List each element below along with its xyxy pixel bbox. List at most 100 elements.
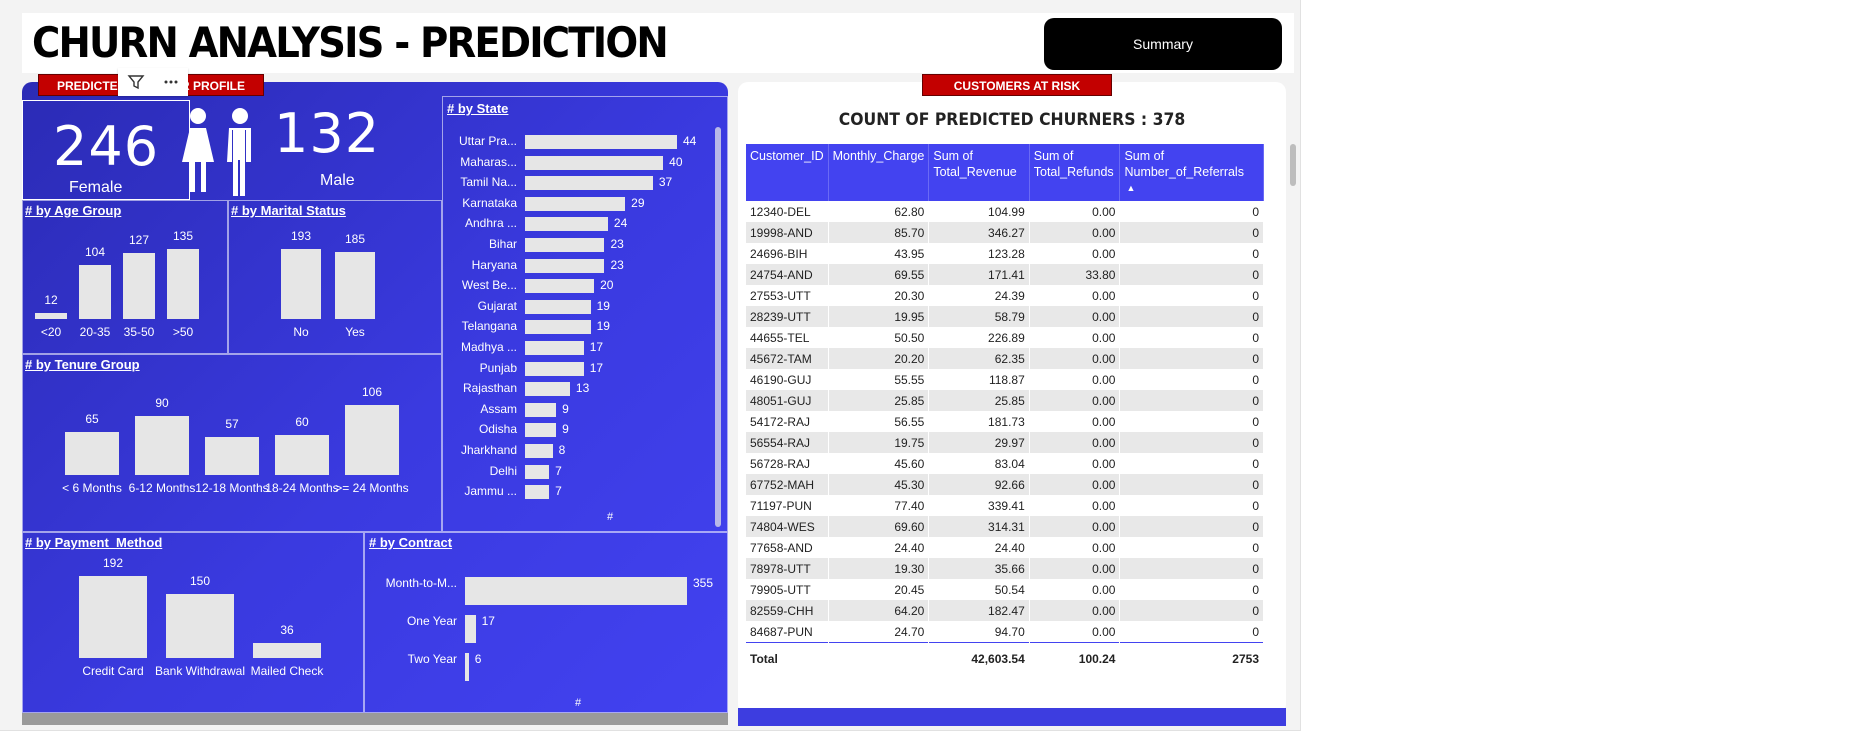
table-header-row: Customer_ID Monthly_Charge Sum of Total_…: [746, 144, 1264, 201]
table-row[interactable]: 79905-UTT 20.45 50.54 0.00 0: [746, 579, 1264, 600]
state-scrollbar[interactable]: [715, 127, 721, 527]
filter-icon[interactable]: [127, 73, 145, 91]
table-cell: 78978-UTT: [746, 558, 829, 579]
table-row[interactable]: 74804-WES 69.60 314.31 0.00 0: [746, 516, 1264, 537]
table-cell: 20.20: [828, 348, 930, 369]
table-cell: 43.95: [828, 243, 930, 264]
data-label: 7: [555, 484, 562, 499]
tick-label: 35-50: [123, 325, 155, 339]
table-cell: 0.00: [1029, 474, 1121, 495]
table-cell: 19998-AND: [746, 222, 829, 243]
table-row[interactable]: 24696-BIH 43.95 123.28 0.00 0: [746, 243, 1264, 264]
table-cell: 29.97: [928, 432, 1030, 453]
table-row[interactable]: 77658-AND 24.40 24.40 0.00 0: [746, 537, 1264, 558]
table-cell: 0.00: [1029, 243, 1121, 264]
column-header[interactable]: Monthly_Charge: [828, 144, 930, 201]
bar: [525, 361, 584, 376]
bar: [275, 435, 329, 475]
gender-female-card[interactable]: 246 Female: [22, 100, 190, 200]
state-chart[interactable]: # by State Uttar Pra... 44 Maharas... 40 Tam…: [442, 96, 728, 532]
table-cell: 0: [1119, 243, 1264, 264]
tenure-group-chart[interactable]: # by Tenure Group 65 < 6 Months 90 6-12 Mon…: [22, 354, 442, 532]
summary-button[interactable]: Summary: [1044, 18, 1282, 70]
tick-label: Tamil Na...: [460, 175, 517, 190]
table-cell: 35.66: [928, 558, 1030, 579]
table-cell: 0.00: [1029, 600, 1121, 621]
table-cell: 0.00: [1029, 285, 1121, 306]
table-row[interactable]: 45672-TAM 20.20 62.35 0.00 0: [746, 348, 1264, 369]
table-row[interactable]: 56554-RAJ 19.75 29.97 0.00 0: [746, 432, 1264, 453]
table-cell: 0: [1119, 306, 1264, 327]
tick-label: Assam: [480, 401, 517, 416]
table-cell: 19.75: [828, 432, 930, 453]
data-label: 90: [155, 395, 169, 410]
bar: [79, 576, 147, 658]
table-row[interactable]: 78978-UTT 19.30 35.66 0.00 0: [746, 558, 1264, 579]
data-label: 185: [344, 231, 366, 246]
data-label: 20: [600, 278, 614, 293]
table-row[interactable]: 44655-TEL 50.50 226.89 0.00 0: [746, 327, 1264, 348]
table-cell: 0.00: [1029, 537, 1121, 558]
table-cell: 0.00: [1029, 327, 1121, 348]
table-cell: 226.89: [928, 327, 1030, 348]
table-cell: 74804-WES: [746, 516, 829, 537]
table-row[interactable]: 19998-AND 85.70 346.27 0.00 0: [746, 222, 1264, 243]
tick-label: Bihar: [488, 237, 517, 251]
table-cell: 0.00: [1029, 579, 1121, 600]
column-header[interactable]: Customer_ID: [746, 144, 829, 201]
state-axis-label: #: [607, 511, 614, 523]
bar: [525, 464, 550, 479]
gender-icons: [182, 108, 251, 196]
table-row[interactable]: 82559-CHH 64.20 182.47 0.00 0: [746, 600, 1264, 621]
table-row[interactable]: 71197-PUN 77.40 339.41 0.00 0: [746, 495, 1264, 516]
table-cell: 0.00: [1029, 390, 1121, 411]
bar: [525, 341, 584, 355]
tick-label: Uttar Pra...: [458, 134, 517, 148]
data-label: 19: [596, 298, 610, 313]
data-label: 17: [589, 340, 604, 354]
table-cell: 28239-UTT: [746, 306, 829, 327]
table-row[interactable]: 27553-UTT 20.30 24.39 0.00 0: [746, 285, 1264, 306]
tick-label: 6-12 Months: [128, 481, 196, 495]
table-scrollbar[interactable]: [1290, 144, 1296, 186]
bar: [525, 238, 605, 252]
table-row[interactable]: 84687-PUN 24.70 94.70 0.00 0: [746, 621, 1264, 643]
bar: [205, 437, 259, 475]
table-row[interactable]: 12340-DEL 62.80 104.99 0.00 0: [746, 201, 1264, 222]
table-row[interactable]: 67752-MAH 45.30 92.66 0.00 0: [746, 474, 1264, 495]
table-row[interactable]: 54172-RAJ 56.55 181.73 0.00 0: [746, 411, 1264, 432]
column-header[interactable]: Sum of Total_Refunds: [1029, 144, 1121, 201]
payment-method-chart[interactable]: # by Payment_Method 192 Credit Card 150 Ban…: [22, 532, 364, 713]
sort-ascending-icon[interactable]: ▲: [1126, 183, 1136, 193]
table-cell: 58.79: [928, 306, 1030, 327]
tick-label: 12-18 Months: [195, 481, 269, 495]
table-row[interactable]: 46190-GUJ 55.55 118.87 0.00 0: [746, 369, 1264, 390]
more-options-icon[interactable]: [162, 73, 180, 91]
column-header-referrals[interactable]: Sum of Number_of_Referrals ▲: [1119, 144, 1264, 201]
total-cell: Total: [746, 642, 829, 671]
age-group-chart[interactable]: # by Age Group 12 <20 104 20-35 127 35-50 135 >…: [22, 200, 228, 354]
contract-chart[interactable]: # by Contract Month-to-M... 355 One Year 17…: [364, 532, 728, 713]
table-cell: 0: [1119, 432, 1264, 453]
data-label: 36: [280, 622, 294, 637]
page-title: CHURN ANALYSIS - PREDICTION: [32, 18, 669, 67]
table-cell: 24696-BIH: [746, 243, 829, 264]
table-row[interactable]: 48051-GUJ 25.85 25.85 0.00 0: [746, 390, 1264, 411]
bar: [525, 135, 677, 149]
tick-label: Bank Withdrawal: [154, 664, 246, 678]
marital-status-chart[interactable]: # by Marital Status 193 No 185 Yes: [228, 200, 442, 354]
column-header[interactable]: Sum of Total_Revenue: [928, 144, 1030, 201]
data-label: 12: [44, 292, 58, 307]
right-panel-footer: [738, 708, 1286, 726]
data-label: 9: [562, 422, 569, 437]
data-label: 23: [610, 237, 624, 251]
table-cell: 56554-RAJ: [746, 432, 829, 453]
table-row[interactable]: 28239-UTT 19.95 58.79 0.00 0: [746, 306, 1264, 327]
male-label: Male: [320, 172, 355, 189]
table-cell: 0.00: [1029, 621, 1121, 643]
total-cell: 2753: [1119, 642, 1264, 671]
table-row[interactable]: 56728-RAJ 45.60 83.04 0.00 0: [746, 453, 1264, 474]
male-icon: [227, 108, 251, 196]
table-row[interactable]: 24754-AND 69.55 171.41 33.80 0: [746, 264, 1264, 285]
data-label: 135: [172, 229, 194, 243]
